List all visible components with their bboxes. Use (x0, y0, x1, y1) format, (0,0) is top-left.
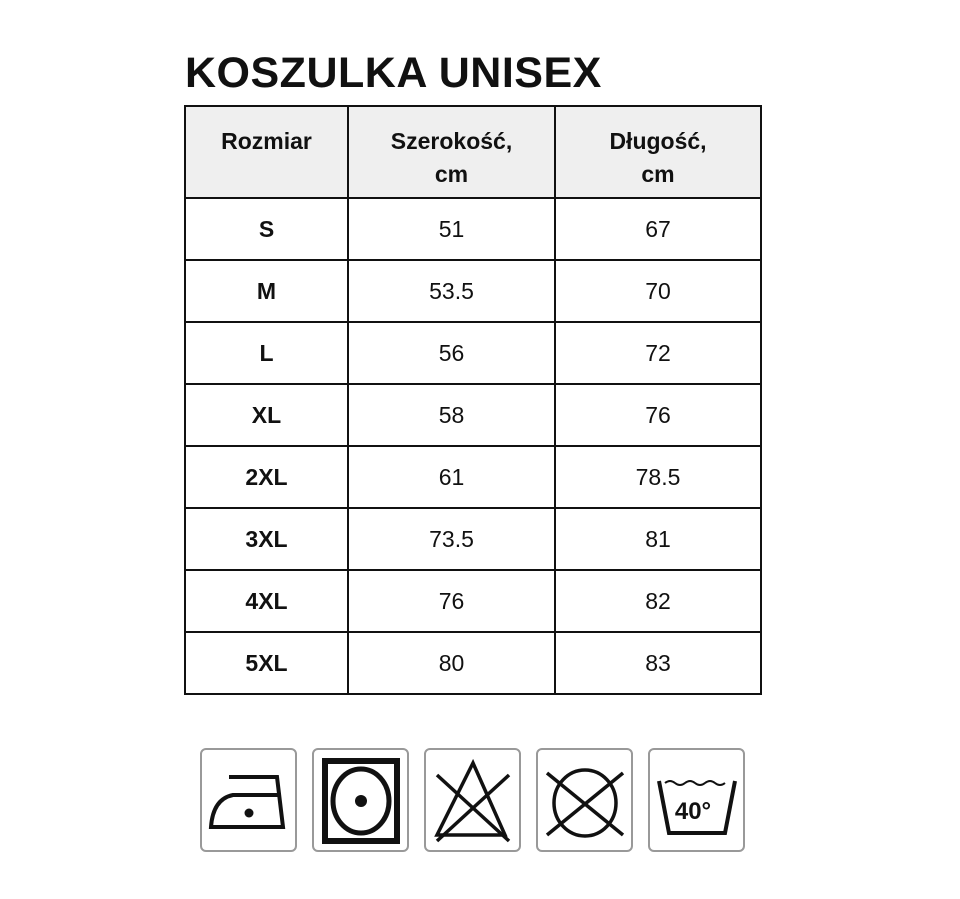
cell-size: 3XL (184, 507, 349, 571)
size-table: Rozmiar Szerokość, cm Długość, cm S 51 67 M 53… (184, 105, 762, 695)
cell-size: 2XL (184, 445, 349, 509)
cell-length: 83 (554, 631, 762, 695)
cell-size: XL (184, 383, 349, 447)
cell-length: 76 (554, 383, 762, 447)
cell-width: 61 (347, 445, 556, 509)
page-title: KOSZULKA UNISEX (185, 49, 602, 97)
table-row: 2XL 61 78.5 (184, 445, 762, 509)
cell-length: 70 (554, 259, 762, 323)
header-size: Rozmiar (184, 105, 349, 199)
tumble-dry-icon (312, 748, 409, 852)
header-width-unit: cm (434, 161, 469, 187)
cell-width: 73.5 (347, 507, 556, 571)
cell-width: 80 (347, 631, 556, 695)
header-length: Długość, cm (554, 105, 762, 199)
cell-size: L (184, 321, 349, 385)
cell-width: 76 (347, 569, 556, 633)
table-row: 5XL 80 83 (184, 631, 762, 695)
care-icons: 40° (200, 748, 745, 852)
table-header-row: Rozmiar Szerokość, cm Długość, cm (184, 105, 762, 199)
do-not-bleach-icon (424, 748, 521, 852)
header-length-unit: cm (641, 161, 675, 187)
cell-length: 81 (554, 507, 762, 571)
wash-40-icon: 40° (648, 748, 745, 852)
cell-length: 82 (554, 569, 762, 633)
table-row: M 53.5 70 (184, 259, 762, 323)
cell-size: S (184, 197, 349, 261)
table-row: S 51 67 (184, 197, 762, 261)
wash-temperature-label: 40° (674, 798, 710, 825)
table-row: L 56 72 (184, 321, 762, 385)
iron-low-temperature-icon (200, 748, 297, 852)
cell-width: 53.5 (347, 259, 556, 323)
cell-width: 51 (347, 197, 556, 261)
header-length-label: Długość, (609, 128, 707, 154)
header-width: Szerokość, cm (347, 105, 556, 199)
header-size-label: Rozmiar (221, 128, 312, 154)
cell-length: 78.5 (554, 445, 762, 509)
header-width-label: Szerokość, (390, 128, 513, 154)
table-row: 4XL 76 82 (184, 569, 762, 633)
cell-width: 58 (347, 383, 556, 447)
cell-size: 4XL (184, 569, 349, 633)
table-row: XL 58 76 (184, 383, 762, 447)
do-not-dry-clean-icon (536, 748, 633, 852)
table-row: 3XL 73.5 81 (184, 507, 762, 571)
cell-length: 67 (554, 197, 762, 261)
cell-length: 72 (554, 321, 762, 385)
cell-width: 56 (347, 321, 556, 385)
cell-size: M (184, 259, 349, 323)
cell-size: 5XL (184, 631, 349, 695)
